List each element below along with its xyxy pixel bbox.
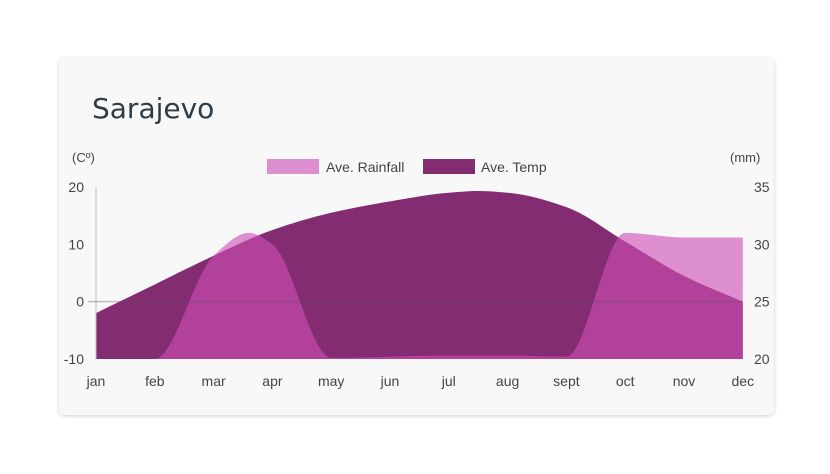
legend-swatch-ave-rainfall — [267, 159, 319, 174]
x-tick-label: jan — [86, 373, 106, 389]
y-tick-left: 20 — [68, 179, 84, 195]
right-axis-unit: (mm) — [730, 150, 760, 165]
y-tick-left: 10 — [68, 236, 84, 252]
y-tick-left: -10 — [64, 351, 84, 367]
x-tick-label: may — [318, 373, 344, 389]
legend-label-ave-temp: Ave. Temp — [481, 159, 547, 175]
y-tick-left: 0 — [76, 294, 84, 310]
y-tick-right: 25 — [754, 294, 770, 310]
legend-swatch-ave-temp — [423, 159, 475, 174]
x-tick-label: sept — [553, 373, 580, 389]
x-tick-label: jul — [441, 373, 456, 389]
left-axis-unit: (Cº) — [72, 150, 95, 165]
y-tick-right: 20 — [754, 351, 770, 367]
area-ave-rainfall — [96, 232, 743, 359]
x-tick-label: mar — [202, 373, 226, 389]
y-tick-right: 35 — [754, 179, 770, 195]
x-tick-label: oct — [616, 373, 635, 389]
x-tick-label: feb — [145, 373, 165, 389]
x-tick-label: jun — [380, 373, 400, 389]
legend-label-ave-rainfall: Ave. Rainfall — [326, 159, 404, 175]
x-tick-label: nov — [673, 373, 696, 389]
x-tick-label: aug — [496, 373, 519, 389]
y-tick-right: 30 — [754, 236, 770, 252]
chart-title: Sarajevo — [92, 92, 215, 125]
x-tick-label: dec — [732, 373, 755, 389]
x-tick-label: apr — [262, 373, 283, 389]
